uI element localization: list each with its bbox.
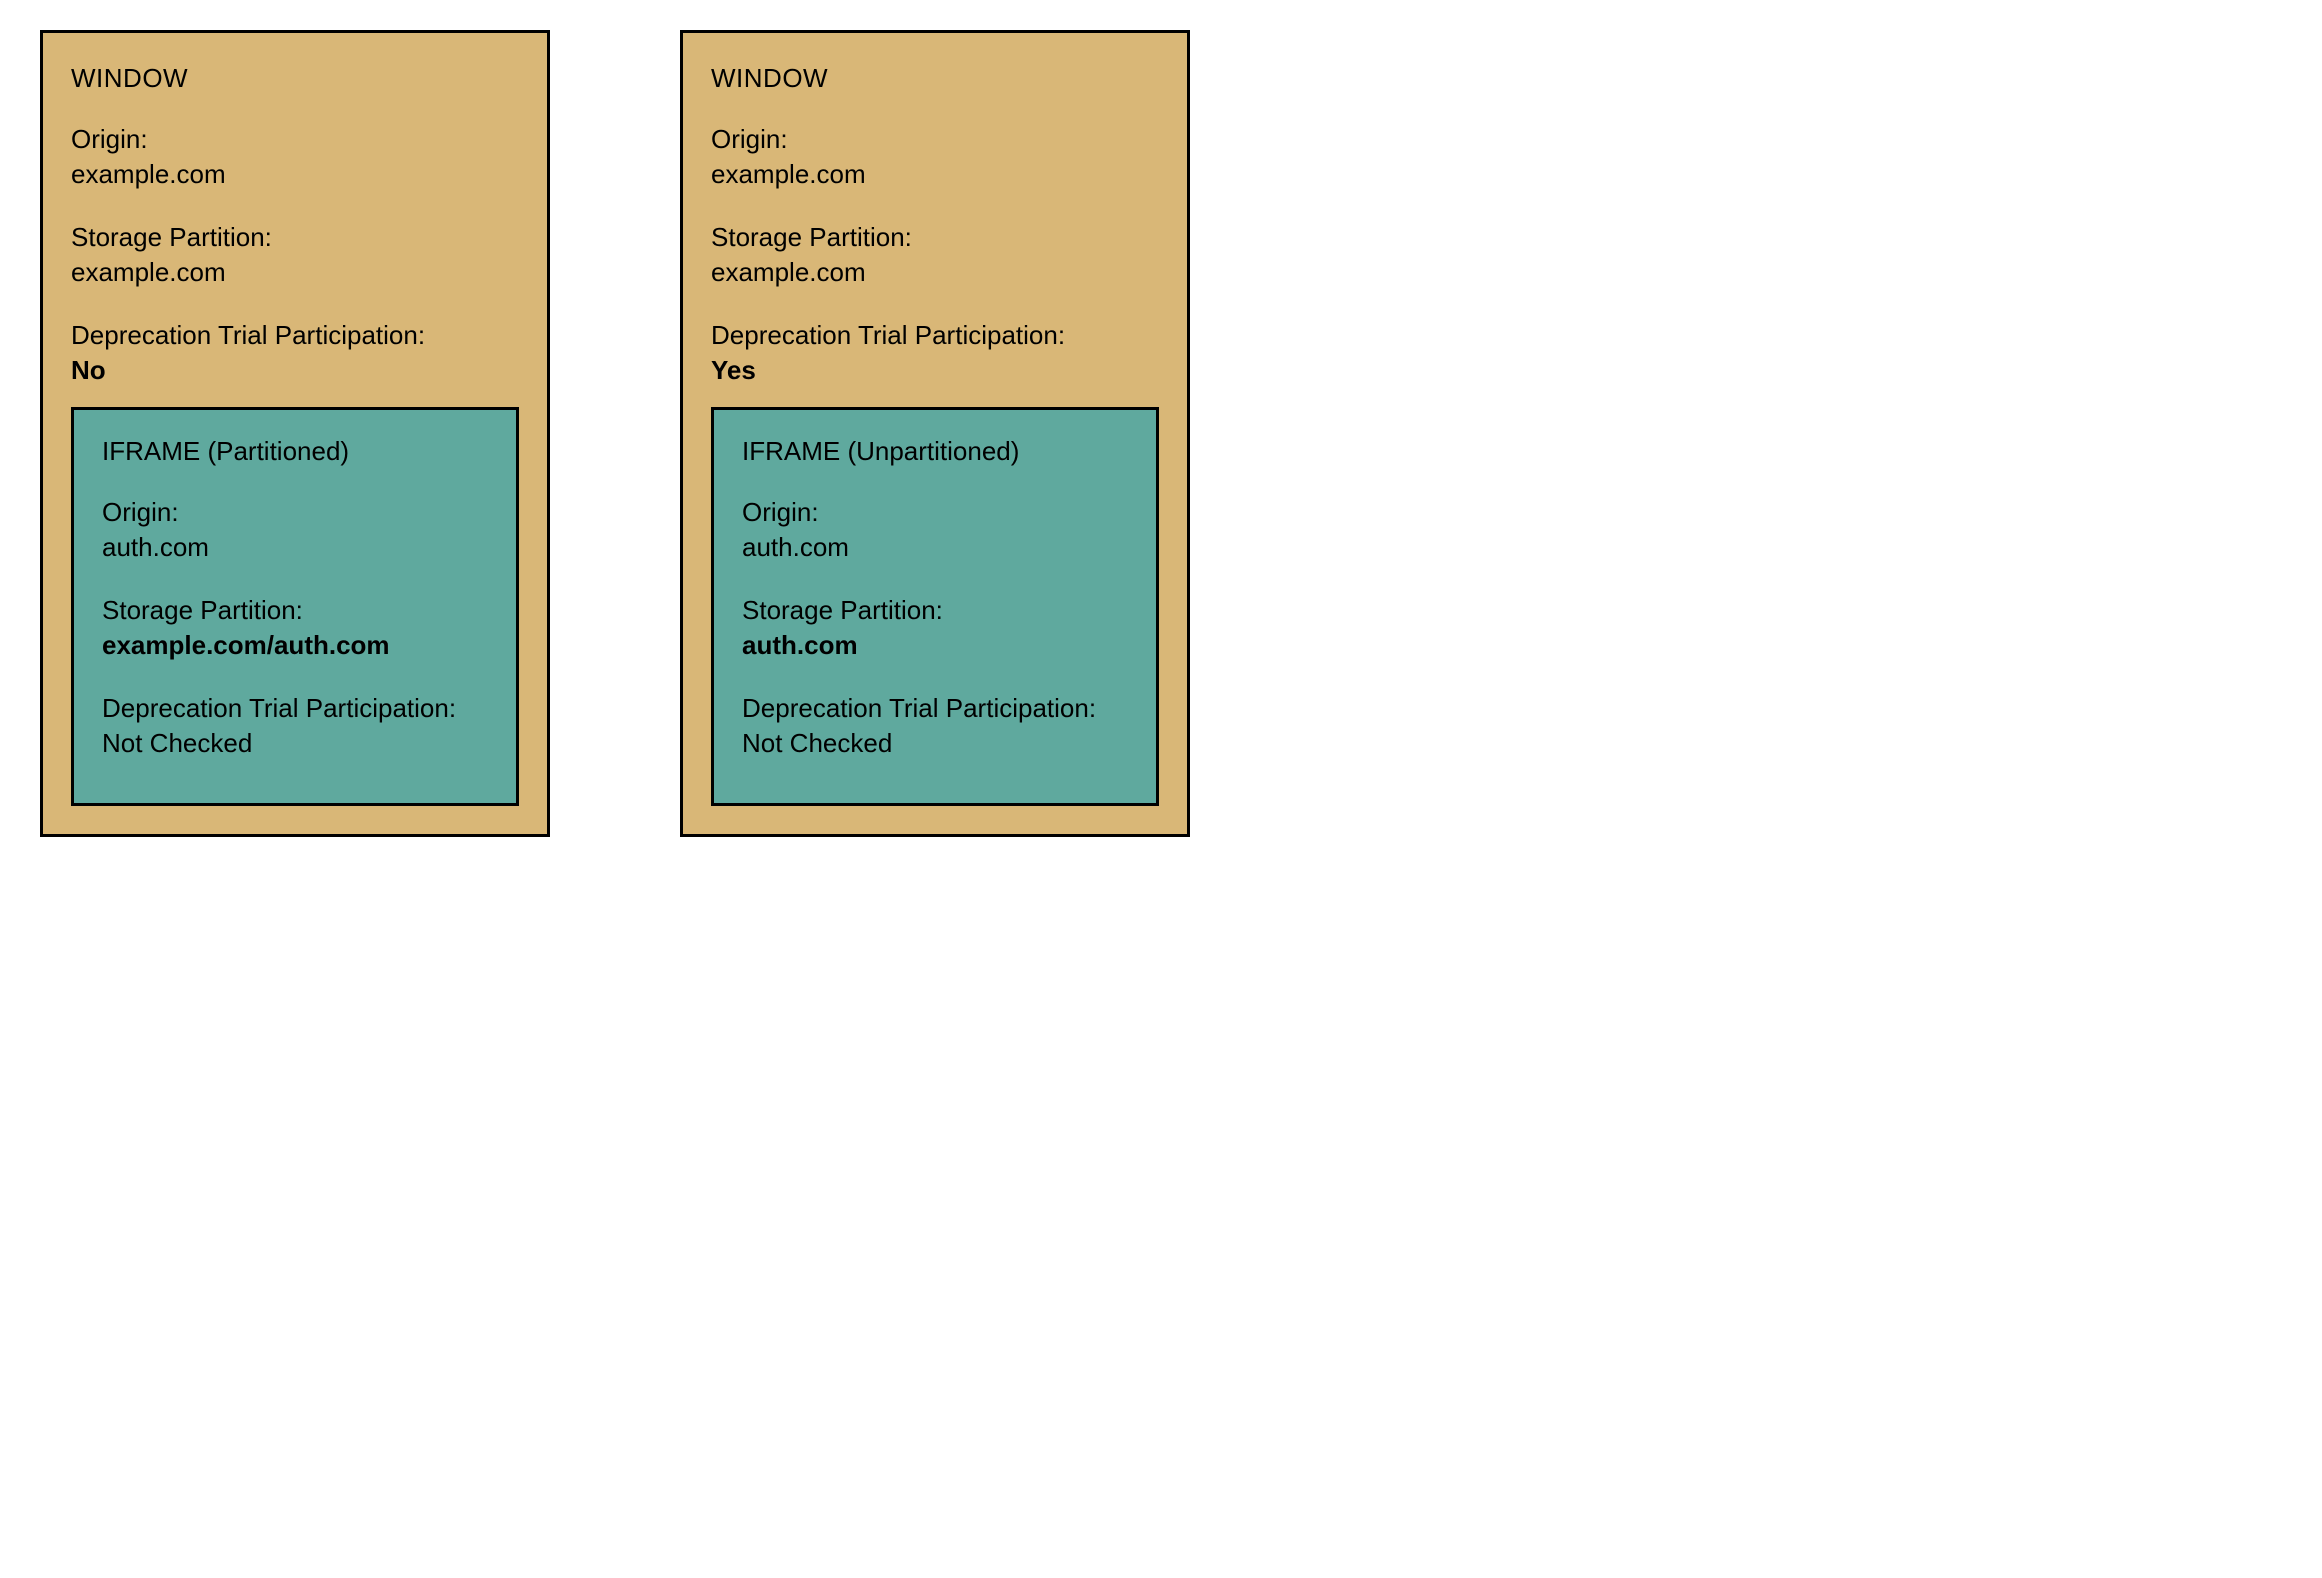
- window-label: WINDOW: [711, 63, 1159, 94]
- iframe-storage-value: auth.com: [742, 628, 1128, 663]
- origin-label: Origin:: [71, 122, 519, 157]
- iframe-storage-field: Storage Partition: auth.com: [742, 593, 1128, 663]
- storage-partition-field: Storage Partition: example.com: [711, 220, 1159, 290]
- iframe-origin-label: Origin:: [742, 495, 1128, 530]
- iframe-box-right: IFRAME (Unpartitioned) Origin: auth.com …: [711, 407, 1159, 807]
- window-box-right: WINDOW Origin: example.com Storage Parti…: [680, 30, 1190, 837]
- diagram-container: WINDOW Origin: example.com Storage Parti…: [20, 20, 2302, 847]
- iframe-trial-label: Deprecation Trial Participation:: [742, 691, 1128, 726]
- origin-label: Origin:: [711, 122, 1159, 157]
- iframe-trial-field: Deprecation Trial Participation: Not Che…: [102, 691, 488, 761]
- iframe-origin-label: Origin:: [102, 495, 488, 530]
- iframe-trial-value: Not Checked: [102, 726, 488, 761]
- trial-label: Deprecation Trial Participation:: [711, 318, 1159, 353]
- trial-label: Deprecation Trial Participation:: [71, 318, 519, 353]
- iframe-label: IFRAME (Partitioned): [102, 436, 488, 467]
- iframe-trial-field: Deprecation Trial Participation: Not Che…: [742, 691, 1128, 761]
- trial-value: Yes: [711, 353, 1159, 388]
- storage-partition-field: Storage Partition: example.com: [71, 220, 519, 290]
- storage-value: example.com: [71, 255, 519, 290]
- iframe-origin-field: Origin: auth.com: [742, 495, 1128, 565]
- iframe-origin-value: auth.com: [742, 530, 1128, 565]
- iframe-label: IFRAME (Unpartitioned): [742, 436, 1128, 467]
- window-label: WINDOW: [71, 63, 519, 94]
- deprecation-trial-field: Deprecation Trial Participation: Yes: [711, 318, 1159, 388]
- storage-value: example.com: [711, 255, 1159, 290]
- iframe-origin-value: auth.com: [102, 530, 488, 565]
- iframe-storage-label: Storage Partition:: [742, 593, 1128, 628]
- iframe-storage-field: Storage Partition: example.com/auth.com: [102, 593, 488, 663]
- origin-value: example.com: [71, 157, 519, 192]
- iframe-box-left: IFRAME (Partitioned) Origin: auth.com St…: [71, 407, 519, 807]
- iframe-storage-value: example.com/auth.com: [102, 628, 488, 663]
- deprecation-trial-field: Deprecation Trial Participation: No: [71, 318, 519, 388]
- iframe-origin-field: Origin: auth.com: [102, 495, 488, 565]
- origin-value: example.com: [711, 157, 1159, 192]
- origin-field: Origin: example.com: [711, 122, 1159, 192]
- iframe-trial-label: Deprecation Trial Participation:: [102, 691, 488, 726]
- iframe-trial-value: Not Checked: [742, 726, 1128, 761]
- iframe-storage-label: Storage Partition:: [102, 593, 488, 628]
- trial-value: No: [71, 353, 519, 388]
- window-box-left: WINDOW Origin: example.com Storage Parti…: [40, 30, 550, 837]
- storage-label: Storage Partition:: [711, 220, 1159, 255]
- origin-field: Origin: example.com: [71, 122, 519, 192]
- storage-label: Storage Partition:: [71, 220, 519, 255]
